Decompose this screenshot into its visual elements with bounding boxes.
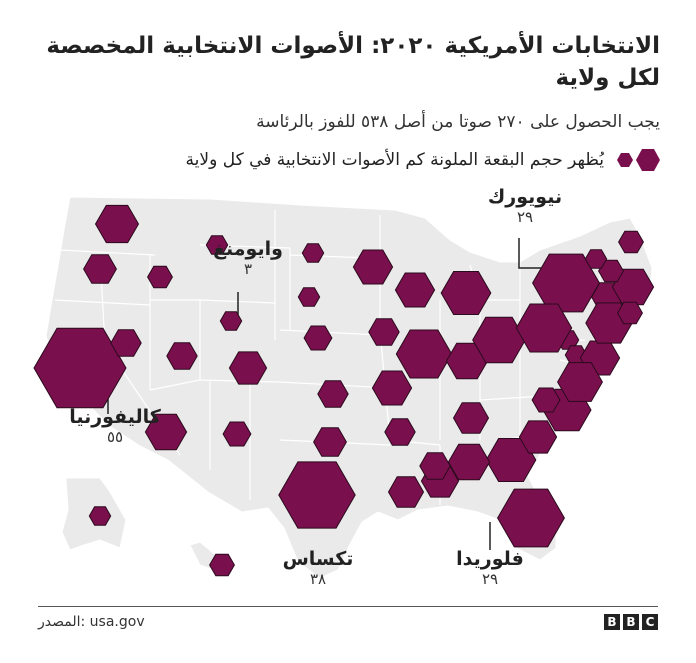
state-hexagon-wv (531, 387, 561, 413)
chart-subtitle: يجب الحصول على ٢٧٠ صوتا من أصل ٥٣٨ للفوز… (256, 112, 660, 132)
state-hexagon-il (395, 329, 453, 379)
state-hexagons (33, 204, 655, 577)
hexagon-size-icon (612, 146, 660, 174)
legend-text: يُظهر حجم البقعة الملونة كم الأصوات الان… (185, 150, 604, 170)
state-hexagon-ca (33, 327, 127, 409)
state-hexagon-nh (598, 259, 624, 283)
legend: يُظهر حجم البقعة الملونة كم الأصوات الان… (186, 145, 660, 175)
state-hexagon-sd (297, 287, 321, 307)
state-hexagon-wi (394, 272, 436, 308)
chart-title: الانتخابات الأمريكية ٢٠٢٠: الأصوات الانت… (46, 33, 660, 91)
state-name: وايومنغ (213, 238, 283, 260)
state-name: كاليفورنيا (69, 406, 161, 428)
state-hexagon-pa (515, 303, 573, 353)
vote-count: ٢٩ (516, 208, 534, 226)
vote-count: ٥٥ (106, 428, 124, 446)
state-hexagon-nv (110, 329, 142, 357)
state-hexagon-me (618, 230, 644, 254)
state-hexagon-ok (313, 427, 347, 457)
state-hexagon-ks (317, 380, 349, 408)
state-hexagon-tn (447, 443, 491, 481)
state-hexagon-ut (166, 342, 198, 370)
state-hexagon-mi (440, 271, 492, 315)
state-hexagon-ky (452, 402, 490, 434)
state-hexagon-ny (532, 253, 600, 313)
state-hexagon-oh (472, 316, 526, 364)
state-hexagon-or (83, 254, 117, 284)
state-hexagon-mt (205, 235, 229, 255)
state-hexagon-ne (303, 325, 333, 351)
callout-florida: فلوريدا ٢٩ (440, 548, 540, 588)
state-hexagon-tx (278, 461, 356, 529)
state-hexagon-ma (611, 268, 655, 306)
callout-wyoming: وايومنغ ٣ (203, 238, 293, 278)
state-hexagon-wa (94, 204, 140, 244)
state-hexagon-mn (352, 249, 394, 285)
state-name: نيويورك (487, 186, 563, 208)
state-hexagon-fl (497, 488, 565, 548)
state-hexagon-ia (368, 318, 400, 346)
state-hexagon-ms (419, 452, 451, 480)
state-hexagon-mo (371, 370, 413, 406)
footer-divider (38, 606, 658, 607)
state-hexagon-wy (219, 311, 243, 331)
state-hexagon-hi (209, 553, 235, 577)
state-hexagon-ri (617, 301, 643, 325)
state-hexagon-az (144, 413, 188, 451)
state-hexagon-vt (584, 249, 608, 269)
state-hexagon-ar (384, 418, 416, 446)
callout-texas: تكساس ٣٨ (268, 548, 368, 588)
us-mainland (45, 196, 653, 579)
callout-new-york: نيويورك ٢٩ (480, 186, 570, 226)
vote-count: ٣٨ (309, 570, 327, 588)
state-hexagon-la (387, 476, 425, 508)
new-york-leader-line (518, 238, 548, 269)
source-note: المصدر: usa.gov (38, 614, 145, 630)
state-hexagon-nd (301, 243, 325, 263)
state-hexagon-co (228, 351, 268, 385)
vote-count: ٢٩ (481, 570, 499, 588)
state-hexagon-va (557, 362, 603, 402)
state-hexagon-sc (518, 420, 558, 454)
state-hexagon-nm (222, 421, 252, 447)
bbc-logo: B B C (604, 614, 658, 630)
state-name: فلوريدا (456, 548, 524, 570)
callout-california: كاليفورنيا ٥٥ (52, 406, 178, 446)
state-name: تكساس (282, 548, 354, 570)
state-hexagon-ak (88, 506, 112, 526)
vote-count: ٣ (243, 260, 253, 278)
state-hexagon-id (147, 265, 173, 289)
